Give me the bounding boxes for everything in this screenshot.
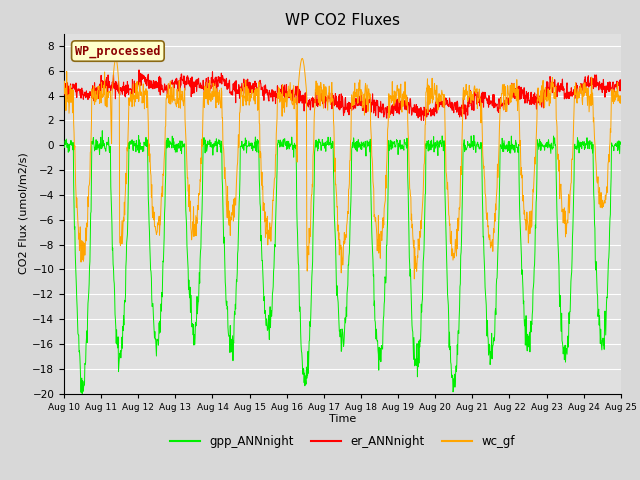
X-axis label: Time: Time <box>329 414 356 424</box>
er_ANNnight <box>135 67 143 73</box>
wc_gf <box>429 96 437 102</box>
er_ANNnight <box>551 82 559 88</box>
wc_gf <box>551 96 559 101</box>
wc_gf <box>246 92 254 97</box>
Text: WP_processed: WP_processed <box>75 44 161 58</box>
Line: er_ANNnight: er_ANNnight <box>64 70 620 120</box>
gpp_ANNnight <box>429 140 437 145</box>
Title: WP CO2 Fluxes: WP CO2 Fluxes <box>285 13 400 28</box>
gpp_ANNnight <box>616 141 624 147</box>
er_ANNnight <box>429 109 437 115</box>
gpp_ANNnight <box>551 143 559 148</box>
wc_gf <box>60 89 68 95</box>
Y-axis label: CO2 Flux (umol/m2/s): CO2 Flux (umol/m2/s) <box>18 153 28 275</box>
er_ANNnight <box>171 79 179 85</box>
gpp_ANNnight <box>78 391 86 396</box>
Legend: gpp_ANNnight, er_ANNnight, wc_gf: gpp_ANNnight, er_ANNnight, wc_gf <box>165 430 520 453</box>
wc_gf <box>616 100 624 106</box>
er_ANNnight <box>60 90 68 96</box>
gpp_ANNnight <box>99 128 106 133</box>
gpp_ANNnight <box>171 143 179 148</box>
gpp_ANNnight <box>185 287 193 292</box>
gpp_ANNnight <box>502 146 510 152</box>
er_ANNnight <box>246 80 254 85</box>
wc_gf <box>502 108 510 114</box>
er_ANNnight <box>184 81 192 87</box>
wc_gf <box>184 189 192 194</box>
er_ANNnight <box>616 77 624 83</box>
wc_gf <box>171 97 179 103</box>
Line: wc_gf: wc_gf <box>64 59 620 279</box>
gpp_ANNnight <box>247 142 255 147</box>
wc_gf <box>410 276 418 282</box>
wc_gf <box>112 56 120 61</box>
er_ANNnight <box>502 108 510 114</box>
gpp_ANNnight <box>60 143 68 149</box>
Line: gpp_ANNnight: gpp_ANNnight <box>64 131 620 394</box>
er_ANNnight <box>420 118 428 123</box>
